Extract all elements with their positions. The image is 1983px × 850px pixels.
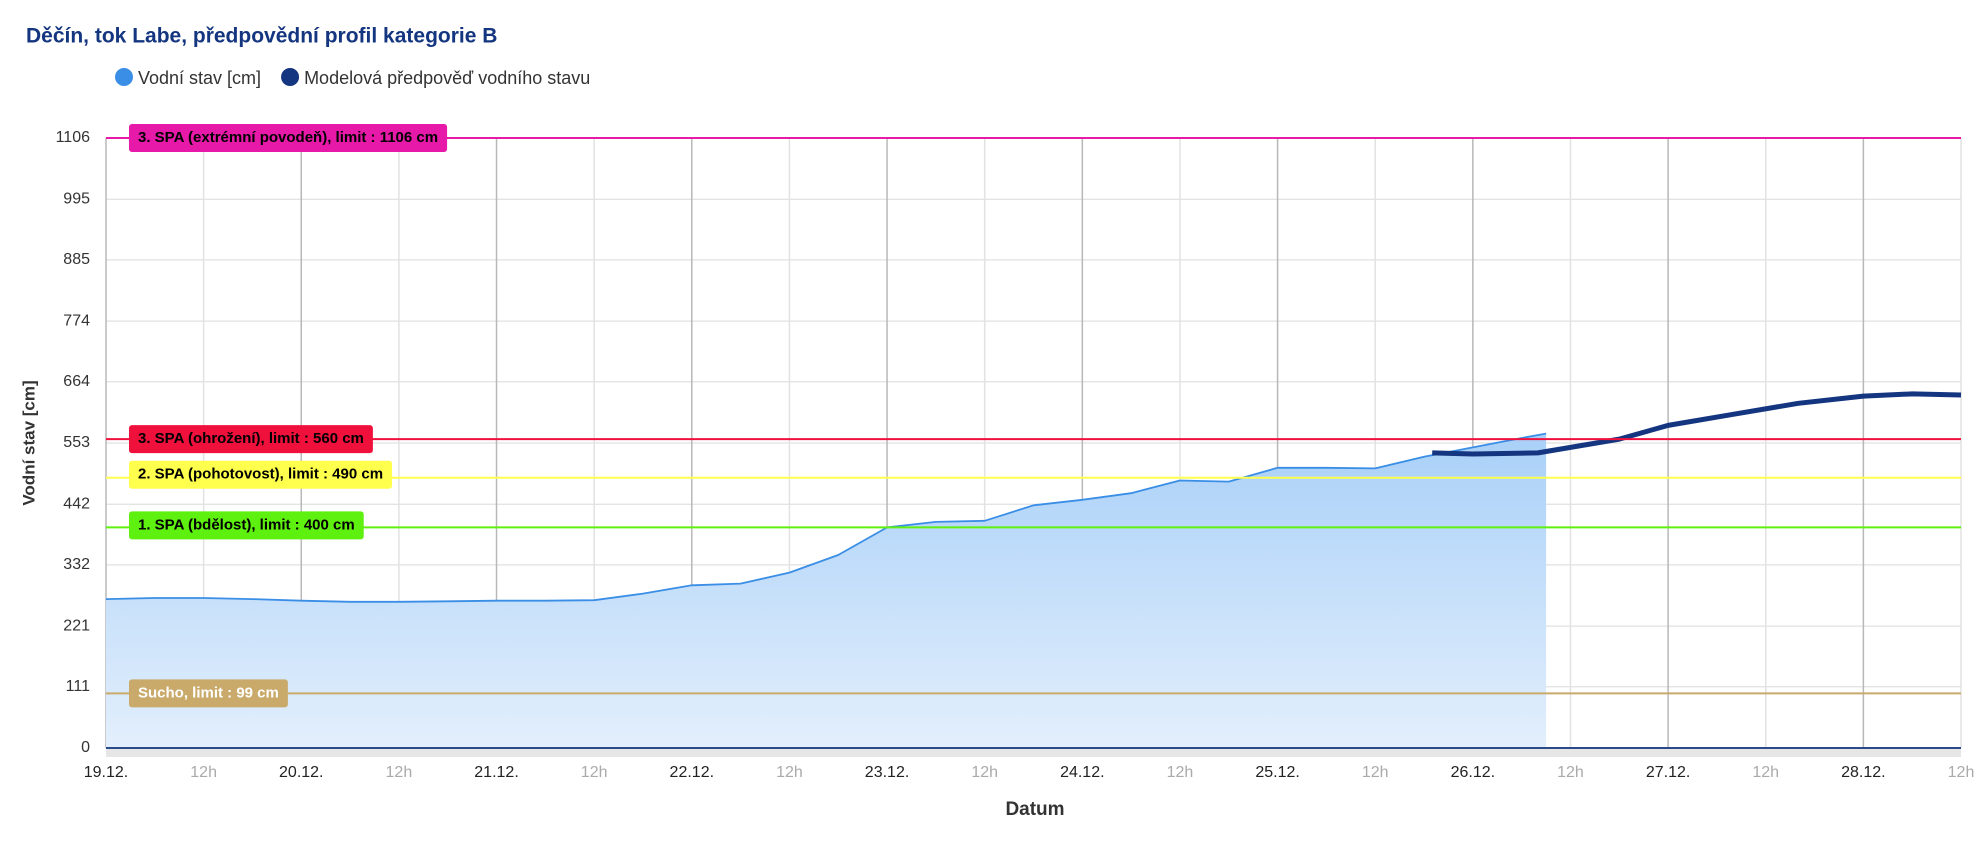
threshold-label-box <box>129 124 448 152</box>
threshold-label: Sucho, limit : 99 cm <box>138 684 279 701</box>
y-tick-label: 0 <box>81 739 90 756</box>
x-tick-label: 20.12. <box>279 764 323 781</box>
threshold-label: 1. SPA (bdělost), limit : 400 cm <box>138 516 355 533</box>
x-tick-label: 28.12. <box>1841 764 1885 781</box>
threshold-label: 3. SPA (extrémní povodeň), limit : 1106 … <box>138 129 438 146</box>
x-tick-label: 12h <box>190 764 217 781</box>
legend-marker <box>281 68 300 86</box>
threshold-label-box <box>129 425 373 454</box>
x-tick-label: 12h <box>1752 764 1779 781</box>
legend-marker <box>115 68 133 86</box>
x-tick-label: 25.12. <box>1255 764 1299 781</box>
x-tick-label: 12h <box>1362 764 1389 781</box>
x-tick-label: 22.12. <box>670 764 714 781</box>
threshold-label: 3. SPA (ohrožení), limit : 560 cm <box>138 430 364 447</box>
y-tick-label: 221 <box>63 617 90 634</box>
threshold-label-box <box>129 679 288 708</box>
x-tick-label: 21.12. <box>474 764 518 781</box>
line <box>1432 391 1962 457</box>
x-tick-label: 12h <box>776 764 803 781</box>
x-tick-label: 12h <box>971 764 998 781</box>
x-tick-label: 19.12. <box>84 764 128 781</box>
x-tick-label: 24.12. <box>1060 764 1104 781</box>
x-tick-label: 12h <box>581 764 608 781</box>
legend-label: Modelová předpověď vodního stavu <box>304 68 590 88</box>
x-tick-label: 12h <box>1948 764 1975 781</box>
y-tick-label: 774 <box>63 312 90 329</box>
chart-title: Děčín, tok Labe, předpovědní profil kate… <box>26 25 497 48</box>
line <box>105 432 1547 603</box>
y-tick-label: 442 <box>63 495 90 512</box>
x-tick-label: 23.12. <box>865 764 909 781</box>
y-tick-label: 664 <box>63 373 90 390</box>
x-axis-label: Datum <box>1005 799 1064 820</box>
y-tick-label: 885 <box>63 251 90 268</box>
y-tick-label: 332 <box>63 556 90 573</box>
y-tick-label: 995 <box>63 190 90 207</box>
y-tick-label: 553 <box>63 434 90 451</box>
y-axis-label: Vodní stav [cm] <box>19 380 38 505</box>
y-tick-label: 111 <box>66 678 90 695</box>
legend-label: Vodní stav [cm] <box>138 68 261 88</box>
x-axis-band <box>106 748 1961 757</box>
area <box>106 433 1547 748</box>
threshold-label-box <box>129 460 393 489</box>
x-tick-label: 12h <box>386 764 413 781</box>
x-tick-label: 26.12. <box>1451 764 1495 781</box>
x-tick-label: 12h <box>1167 764 1194 781</box>
y-tick-label: 1106 <box>56 129 91 146</box>
x-tick-label: 27.12. <box>1646 764 1690 781</box>
x-tick-label: 12h <box>1557 764 1584 781</box>
threshold-label: 2. SPA (pohotovost), limit : 490 cm <box>138 466 383 483</box>
threshold-label-box <box>129 511 364 540</box>
